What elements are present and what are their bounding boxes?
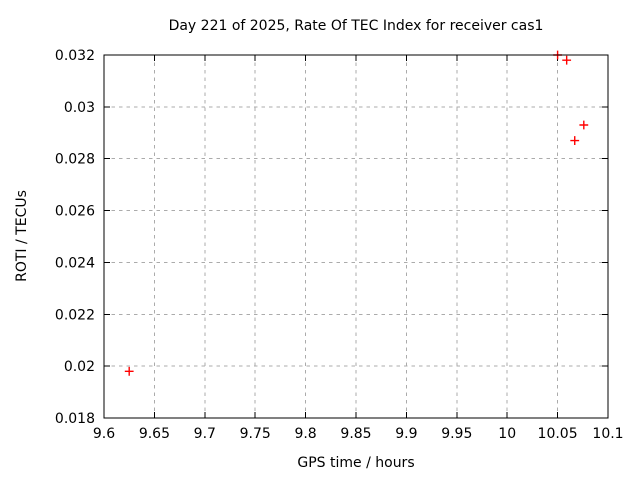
- y-tick-label: 0.03: [64, 100, 95, 116]
- data-point: [570, 136, 580, 145]
- y-tick-label: 0.026: [55, 204, 95, 220]
- y-tick-label: 0.02: [64, 359, 95, 375]
- x-tick-label: 9.7: [194, 426, 216, 442]
- chart-title: Day 221 of 2025, Rate Of TEC Index for r…: [169, 18, 544, 34]
- x-tick-label: 10: [498, 426, 516, 442]
- x-tick-label: 9.75: [240, 426, 271, 442]
- y-tick-label: 0.024: [55, 255, 95, 271]
- y-tick-label: 0.028: [55, 152, 95, 168]
- x-tick-label: 10.05: [538, 426, 578, 442]
- y-tick-label: 0.032: [55, 48, 95, 64]
- x-tick-label: 9.85: [340, 426, 371, 442]
- tick-labels: 9.6 9.65 9.7 9.75 9.8 9.85 9.9 9.95 10 10.05 10.1 0…: [55, 48, 624, 442]
- x-tick-label: 9.95: [441, 426, 472, 442]
- y-tick-label: 0.022: [55, 307, 95, 323]
- data-point: [579, 120, 589, 130]
- gridlines: [104, 55, 608, 418]
- data-point: [124, 366, 134, 376]
- x-tick-label: 9.9: [395, 426, 417, 442]
- plot-border: [103, 54, 609, 419]
- x-tick-label: 9.8: [294, 426, 316, 442]
- data-points: [124, 50, 589, 376]
- x-tick-label: 9.6: [93, 426, 115, 442]
- y-tick-label: 0.018: [55, 411, 95, 427]
- x-tick-label: 10.1: [592, 426, 623, 442]
- data-point: [562, 55, 572, 65]
- x-axis-label: GPS time / hours: [297, 455, 414, 471]
- y-axis-label: ROTI / TECUs: [14, 190, 30, 282]
- x-tick-label: 9.65: [139, 426, 170, 442]
